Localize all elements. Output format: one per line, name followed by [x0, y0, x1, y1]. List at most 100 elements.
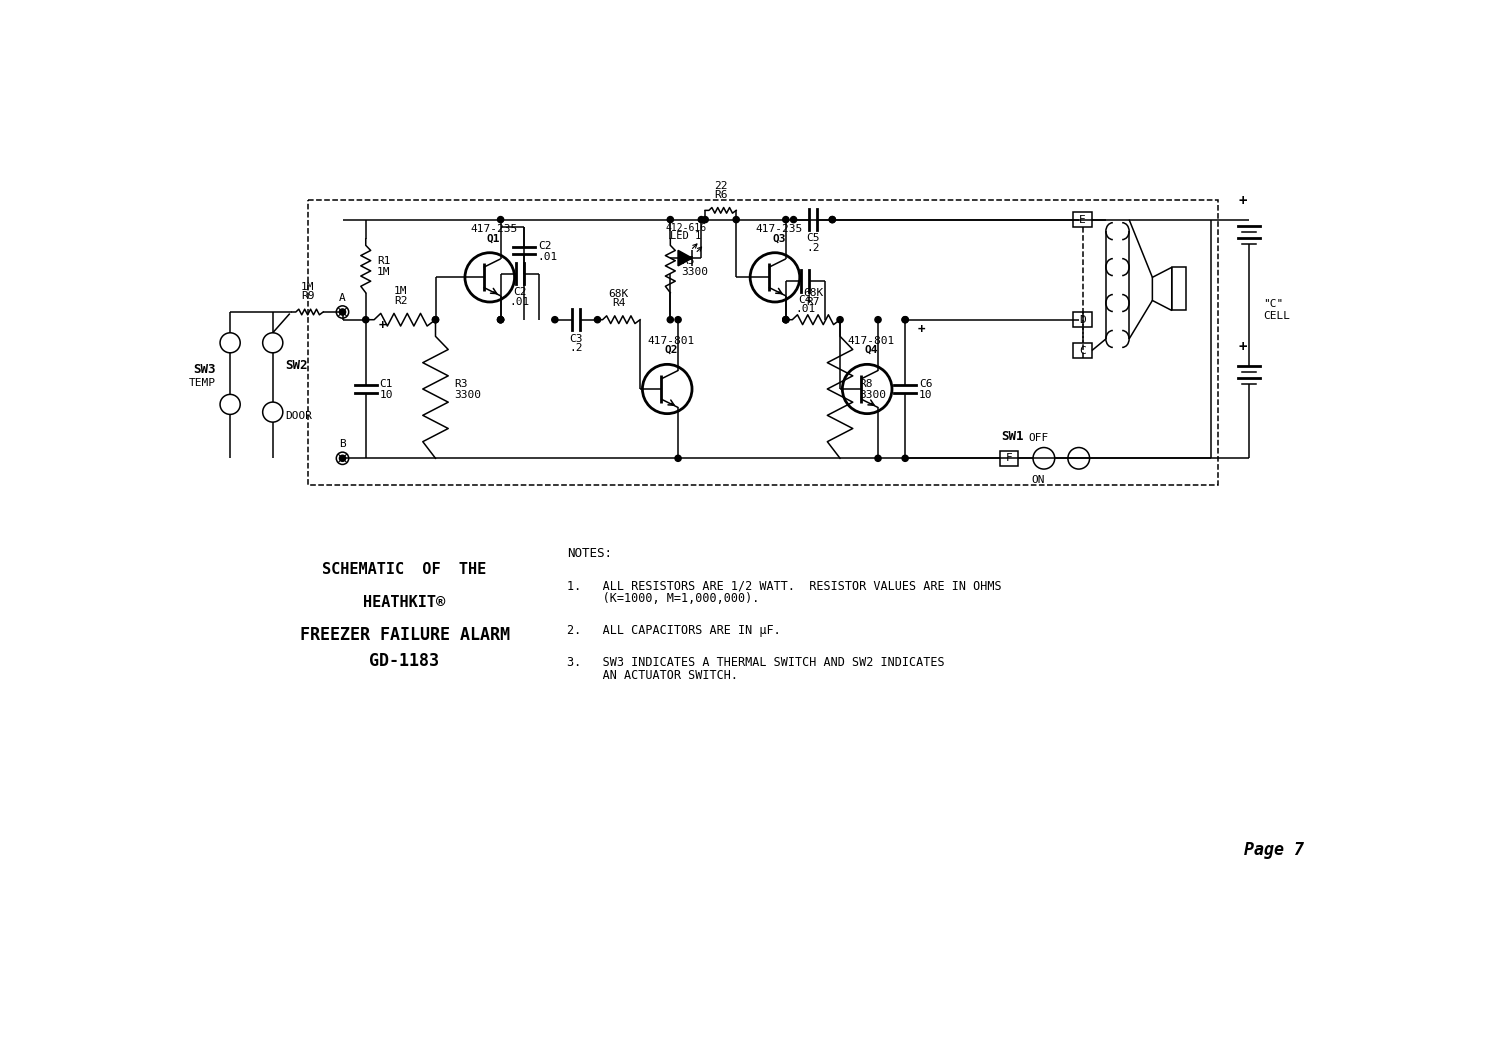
Text: 3300: 3300	[859, 390, 886, 401]
Text: 3300: 3300	[681, 267, 708, 277]
Text: NOTES:: NOTES:	[567, 547, 612, 560]
Text: TEMP: TEMP	[189, 377, 216, 388]
Text: 1M: 1M	[302, 282, 315, 293]
Text: 10: 10	[380, 390, 393, 401]
Text: D: D	[1080, 315, 1086, 324]
Circle shape	[837, 317, 843, 323]
Text: R2: R2	[394, 296, 408, 305]
Circle shape	[734, 216, 740, 223]
Circle shape	[783, 216, 789, 223]
Text: +: +	[1239, 340, 1246, 354]
Text: 68K: 68K	[609, 289, 628, 299]
Text: FREEZER FAILURE ALARM: FREEZER FAILURE ALARM	[300, 625, 510, 643]
Circle shape	[668, 216, 674, 223]
Text: SCHEMATIC  OF  THE: SCHEMATIC OF THE	[322, 563, 486, 578]
Circle shape	[783, 317, 789, 323]
Bar	[1172, 267, 1185, 311]
Circle shape	[498, 216, 504, 223]
Text: 412-616: 412-616	[666, 224, 706, 233]
Circle shape	[432, 317, 438, 323]
Text: R8: R8	[859, 379, 873, 389]
Text: 3300: 3300	[454, 390, 482, 401]
Text: C1: C1	[380, 379, 393, 389]
Text: GD-1183: GD-1183	[369, 652, 440, 670]
Text: CELL: CELL	[1263, 311, 1290, 321]
Text: Q2: Q2	[664, 346, 678, 355]
Circle shape	[498, 317, 504, 323]
Text: C3: C3	[570, 334, 584, 343]
Text: +: +	[918, 323, 926, 336]
Circle shape	[790, 216, 796, 223]
Text: 1.   ALL RESISTORS ARE 1/2 WATT.  RESISTOR VALUES ARE IN OHMS: 1. ALL RESISTORS ARE 1/2 WATT. RESISTOR …	[567, 579, 1002, 593]
Text: HEATHKIT®: HEATHKIT®	[363, 595, 446, 610]
Text: 417-235: 417-235	[470, 225, 518, 234]
Text: "C": "C"	[1263, 299, 1284, 310]
Text: 417-801: 417-801	[847, 336, 894, 346]
Circle shape	[783, 317, 789, 323]
Circle shape	[363, 317, 369, 323]
Text: 68K: 68K	[802, 288, 824, 298]
Text: (K=1000, M=1,000,000).: (K=1000, M=1,000,000).	[567, 591, 759, 604]
Circle shape	[594, 317, 600, 323]
Text: 22: 22	[714, 180, 728, 191]
Text: .01: .01	[795, 304, 816, 315]
Text: R4: R4	[612, 298, 626, 308]
Text: 2.   ALL CAPACITORS ARE IN µF.: 2. ALL CAPACITORS ARE IN µF.	[567, 624, 782, 637]
Text: C: C	[1080, 346, 1086, 355]
Text: SW2: SW2	[285, 359, 308, 372]
Text: AN ACTUATOR SWITCH.: AN ACTUATOR SWITCH.	[567, 669, 738, 682]
Text: R5: R5	[681, 257, 694, 266]
Text: 3.   SW3 INDICATES A THERMAL SWITCH AND SW2 INDICATES: 3. SW3 INDICATES A THERMAL SWITCH AND SW…	[567, 656, 945, 669]
Text: R7: R7	[806, 297, 819, 307]
Polygon shape	[678, 250, 692, 266]
Text: .2: .2	[806, 243, 819, 252]
Bar	[308, 200, 1218, 485]
Bar	[999, 450, 1018, 466]
Circle shape	[675, 455, 681, 461]
Circle shape	[902, 455, 908, 461]
Circle shape	[432, 317, 438, 323]
Text: 1M: 1M	[394, 286, 408, 297]
Text: +: +	[1239, 194, 1246, 208]
Circle shape	[783, 317, 789, 323]
Text: .01: .01	[538, 251, 558, 262]
Circle shape	[339, 308, 345, 315]
Text: .01: .01	[510, 297, 530, 306]
Circle shape	[339, 455, 345, 461]
Circle shape	[698, 216, 705, 223]
Circle shape	[902, 317, 908, 323]
Text: 417-801: 417-801	[648, 336, 694, 346]
Text: 10: 10	[920, 390, 933, 401]
Text: .2: .2	[570, 342, 584, 353]
Text: 417-235: 417-235	[754, 225, 802, 234]
Text: A: A	[339, 293, 346, 303]
Text: C2: C2	[513, 287, 526, 298]
Circle shape	[552, 317, 558, 323]
Polygon shape	[1152, 267, 1172, 311]
Text: SW1: SW1	[1002, 430, 1023, 443]
Text: Q4: Q4	[864, 346, 877, 355]
Bar	[1074, 342, 1092, 358]
Text: Q1: Q1	[488, 233, 501, 244]
Text: R1: R1	[376, 257, 390, 266]
Text: R9: R9	[302, 292, 315, 301]
Text: Page 7: Page 7	[1244, 841, 1304, 859]
Circle shape	[902, 317, 908, 323]
Text: 1M: 1M	[376, 267, 390, 277]
Bar	[1074, 212, 1092, 227]
Text: OFF: OFF	[1029, 432, 1048, 443]
Text: C2: C2	[538, 241, 552, 251]
Text: B: B	[339, 439, 346, 449]
Circle shape	[874, 455, 880, 461]
Text: C5: C5	[806, 233, 819, 244]
Text: DOOR: DOOR	[285, 411, 312, 421]
Text: F: F	[1005, 454, 1013, 463]
Text: E: E	[1080, 214, 1086, 225]
Text: R6: R6	[714, 190, 728, 200]
Text: ON: ON	[1032, 475, 1046, 485]
Text: LED 1: LED 1	[670, 231, 702, 242]
Circle shape	[830, 216, 836, 223]
Circle shape	[675, 317, 681, 323]
Text: C4: C4	[798, 295, 812, 305]
Circle shape	[498, 317, 504, 323]
